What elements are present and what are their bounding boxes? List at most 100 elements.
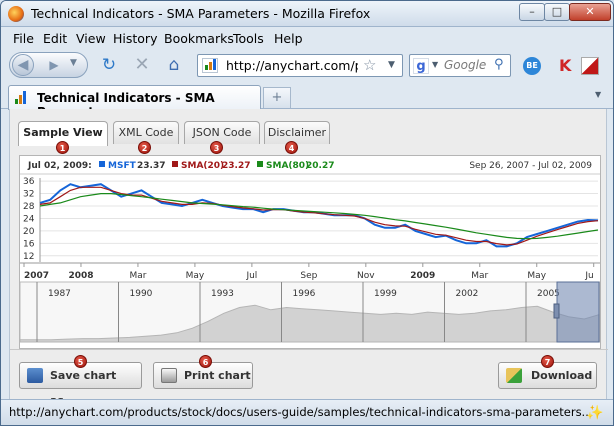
google-icon[interactable]: g <box>413 58 429 74</box>
site-favicon-icon <box>202 58 218 73</box>
tab-strip: Technical Indicators - SMA Parameters + … <box>1 82 613 119</box>
series-line-sma20 <box>39 186 599 246</box>
legend-sma20-name: SMA(20) <box>181 161 224 171</box>
x-axis: 2007 2008 Mar May Jul Sep Nov 2009 Mar May Ju <box>20 262 600 281</box>
history-dropdown-icon[interactable]: ▼ <box>70 58 77 68</box>
menu-file[interactable]: File <box>13 31 34 46</box>
x-tick-label: Ju <box>584 271 593 281</box>
x-tick-label: 2008 <box>68 271 93 281</box>
tab-favicon-icon <box>15 91 29 104</box>
x-tick-label: Sep <box>300 271 317 281</box>
scroller-year-label: 2002 <box>456 289 479 299</box>
x-tick-label: May <box>527 271 546 281</box>
search-input[interactable]: Google <box>444 58 487 72</box>
page-content: Sample View XML Code JSON Code Disclaime… <box>9 109 608 407</box>
menu-bookmarks[interactable]: Bookmarks <box>164 31 234 46</box>
minimize-button[interactable]: – <box>519 3 545 21</box>
legend-sma80-name: SMA(80) <box>266 161 309 171</box>
firefox-icon <box>8 6 24 22</box>
skype-addon-icon[interactable]: BE <box>523 57 541 75</box>
x-tick-label: 2007 <box>24 271 49 281</box>
badge-2: 2 <box>138 141 151 154</box>
scroller-year-label: 1993 <box>211 289 234 299</box>
scroller-year-label: 1996 <box>293 289 316 299</box>
menu-history[interactable]: History <box>113 31 158 46</box>
close-button[interactable]: ✕ <box>569 3 611 21</box>
badge-6: 6 <box>199 355 212 368</box>
scroller-handle-left[interactable] <box>553 303 560 319</box>
legend-msft-name: MSFT <box>108 161 137 171</box>
separator <box>10 349 608 350</box>
stop-icon[interactable]: ✕ <box>134 54 150 75</box>
search-box[interactable]: g ▼ Google ⚲ <box>409 54 511 77</box>
menu-help[interactable]: Help <box>274 31 303 46</box>
home-icon[interactable]: ⌂ <box>168 55 180 75</box>
status-bar: http://anychart.com/products/stock/docs/… <box>1 399 613 425</box>
badge-5: 5 <box>74 355 87 368</box>
resize-grip-icon[interactable]: ✨ <box>586 405 604 421</box>
y-tick-label: 24 <box>23 214 35 224</box>
maximize-button[interactable]: □ <box>544 3 570 21</box>
url-text[interactable]: http://anychart.com/pro <box>226 58 358 73</box>
scroller-year-label: 1999 <box>374 289 397 299</box>
browser-tab[interactable]: Technical Indicators - SMA Parameters <box>8 85 261 119</box>
legend-sma80-swatch <box>257 161 263 167</box>
tab-list-dropdown-icon[interactable]: ▼ <box>595 90 602 99</box>
legend-sma20-swatch <box>172 161 178 167</box>
chart-svg[interactable]: Jul 02, 2009: MSFT 23.37 SMA(20) 23.27 S… <box>19 156 608 348</box>
tab-disclaimer[interactable]: Disclaimer <box>264 121 330 144</box>
back-forward-group: ◀ ▶ ▼ <box>9 52 88 78</box>
scroller-year-label: 2005 <box>537 289 560 299</box>
y-tick-label: 16 <box>23 239 35 249</box>
x-tick-label: Mar <box>471 271 488 281</box>
scroller-year-label: 1987 <box>48 289 71 299</box>
y-tick-label: 28 <box>23 202 35 212</box>
badge-7: 7 <box>541 355 554 368</box>
stock-chart[interactable]: Jul 02, 2009: MSFT 23.37 SMA(20) 23.27 S… <box>19 155 608 349</box>
status-text: http://anychart.com/products/stock/docs/… <box>9 405 593 419</box>
menu-tools[interactable]: Tools <box>233 31 264 46</box>
title-bar: Technical Indicators - SMA Parameters - … <box>1 1 613 27</box>
scroller-area[interactable]: 19871990199319961999200220052008 <box>19 281 608 343</box>
back-arrow-icon[interactable]: ◀ <box>12 54 34 76</box>
y-tick-label: 36 <box>23 177 35 187</box>
y-tick-label: 20 <box>23 227 35 237</box>
menu-bar: File Edit View History Bookmarks Tools H… <box>1 28 613 49</box>
x-tick-label: May <box>186 271 205 281</box>
menu-edit[interactable]: Edit <box>43 31 68 46</box>
download-label: Download <box>531 369 593 382</box>
legend-msft-value: 23.37 <box>137 161 165 171</box>
badge-1: 1 <box>56 141 69 154</box>
navigation-toolbar: ◀ ▶ ▼ ↻ ✕ ⌂ http://anychart.com/pro ☆ ▼ … <box>1 49 613 81</box>
k-addon-icon[interactable]: K <box>559 56 572 75</box>
bookmark-star-icon[interactable]: ☆ <box>363 56 377 74</box>
legend-date: Jul 02, 2009: <box>27 161 92 171</box>
printer-icon <box>161 368 177 383</box>
search-engine-dropdown-icon[interactable]: ▼ <box>432 60 439 69</box>
plot-area[interactable]: 36 32 28 24 20 16 12 <box>23 177 599 262</box>
x-tick-label: Mar <box>129 271 146 281</box>
legend-sma20-value: 23.27 <box>222 161 250 171</box>
search-icon[interactable]: ⚲ <box>494 57 504 72</box>
floppy-disk-icon <box>27 368 43 383</box>
legend-date-range: Sep 26, 2007 - Jul 02, 2009 <box>469 161 592 171</box>
forward-arrow-icon[interactable]: ▶ <box>49 58 59 72</box>
scroller-selection[interactable] <box>556 281 600 343</box>
series-line-sma80 <box>39 192 599 240</box>
menu-view[interactable]: View <box>76 31 106 46</box>
scroller-year-label: 1990 <box>130 289 153 299</box>
download-icon <box>506 368 522 383</box>
reload-icon[interactable]: ↻ <box>101 55 117 75</box>
legend-sma80-value: 20.27 <box>306 161 334 171</box>
tab-json-code[interactable]: JSON Code <box>184 121 260 144</box>
address-bar[interactable]: http://anychart.com/pro ☆ ▼ <box>197 54 403 77</box>
y-tick-label: 12 <box>23 252 34 262</box>
scroller-area-fill <box>19 304 601 343</box>
url-dropdown-icon[interactable]: ▼ <box>388 60 395 70</box>
tab-xml-code[interactable]: XML Code <box>113 121 179 144</box>
y-tick-label: 32 <box>23 190 34 200</box>
addon-flag-icon[interactable] <box>581 57 599 75</box>
new-tab-button[interactable]: + <box>263 87 291 108</box>
print-chart-label: Print chart <box>184 369 251 382</box>
